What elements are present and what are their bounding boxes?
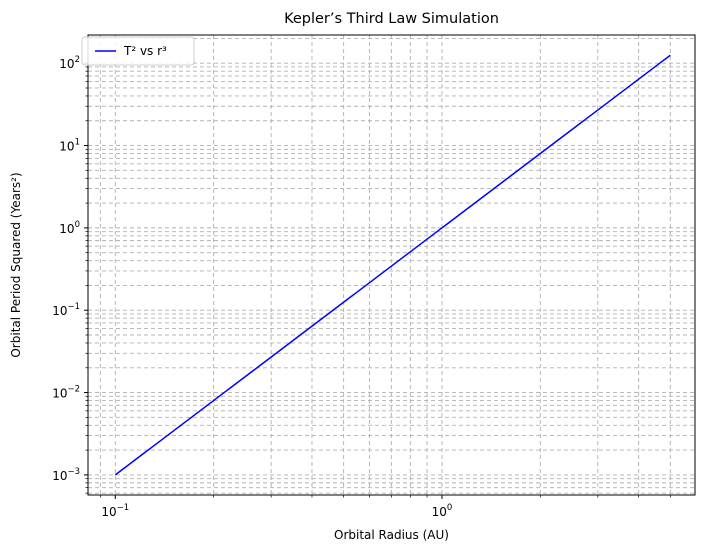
- y-tick-label: 10−3: [52, 467, 80, 483]
- x-tick-label: 100: [432, 503, 453, 519]
- x-axis-label: Orbital Radius (AU): [334, 528, 449, 542]
- y-tick-label: 10−1: [52, 302, 80, 318]
- axis-ticks: 10−1 100 10−3 10−2 10−1 100 101 102: [52, 38, 671, 519]
- legend: T² vs r³: [81, 36, 195, 66]
- y-tick-label: 102: [59, 55, 80, 71]
- y-tick-label: 100: [59, 220, 80, 236]
- series-line: [114, 54, 671, 476]
- grid: [88, 35, 695, 495]
- y-axis-label: Orbital Period Squared (Years²): [9, 172, 23, 357]
- series-layer: [114, 54, 671, 476]
- y-tick-label: 101: [59, 138, 80, 154]
- x-tick-label: 10−1: [101, 503, 129, 519]
- chart-title: Kepler’s Third Law Simulation: [284, 11, 499, 27]
- y-tick-label: 10−2: [52, 385, 80, 401]
- legend-box: [81, 36, 195, 66]
- legend-label: T² vs r³: [123, 44, 167, 58]
